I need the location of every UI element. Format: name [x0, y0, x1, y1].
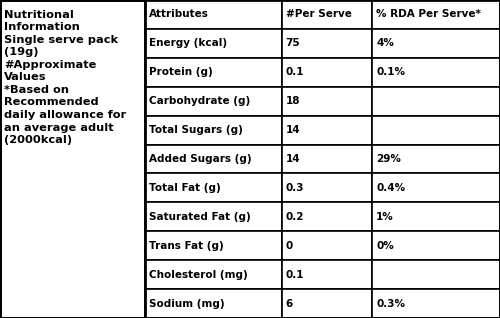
Bar — [145, 58, 282, 87]
Text: 0.1: 0.1 — [286, 67, 304, 77]
Text: 18: 18 — [286, 96, 300, 106]
Text: 0%: 0% — [376, 241, 394, 251]
Bar — [372, 173, 500, 202]
Text: Nutritional
Information
Single serve pack
(19g)
#Approximate
Values
*Based on
Re: Nutritional Information Single serve pac… — [4, 10, 126, 145]
Text: #Per Serve: #Per Serve — [286, 10, 352, 19]
Bar — [282, 202, 372, 231]
Text: 0.2: 0.2 — [286, 212, 304, 222]
Bar — [372, 260, 500, 289]
Bar — [282, 116, 372, 145]
Text: 0.1: 0.1 — [286, 270, 304, 280]
Bar — [145, 145, 282, 173]
Text: Energy (kcal): Energy (kcal) — [149, 38, 227, 48]
Text: 29%: 29% — [376, 154, 401, 164]
Bar — [282, 58, 372, 87]
Bar — [372, 87, 500, 116]
Text: 0: 0 — [286, 241, 293, 251]
Bar — [282, 145, 372, 173]
Bar — [282, 231, 372, 260]
Bar — [282, 29, 372, 58]
Bar — [145, 202, 282, 231]
Bar — [282, 289, 372, 318]
Text: 14: 14 — [286, 125, 300, 135]
Text: Total Fat (g): Total Fat (g) — [149, 183, 221, 193]
Text: 4%: 4% — [376, 38, 394, 48]
Bar — [372, 231, 500, 260]
Bar — [145, 173, 282, 202]
Bar — [372, 29, 500, 58]
Text: Cholesterol (mg): Cholesterol (mg) — [149, 270, 248, 280]
Bar — [145, 87, 282, 116]
Text: 0.3: 0.3 — [286, 183, 304, 193]
Bar — [145, 260, 282, 289]
Text: Carbohydrate (g): Carbohydrate (g) — [149, 96, 250, 106]
Text: Protein (g): Protein (g) — [149, 67, 213, 77]
Text: Saturated Fat (g): Saturated Fat (g) — [149, 212, 251, 222]
Bar — [282, 173, 372, 202]
Bar — [145, 116, 282, 145]
Bar — [282, 0, 372, 29]
Text: Added Sugars (g): Added Sugars (g) — [149, 154, 252, 164]
Bar — [372, 58, 500, 87]
Text: 14: 14 — [286, 154, 300, 164]
Bar — [145, 231, 282, 260]
Text: 1%: 1% — [376, 212, 394, 222]
Text: Sodium (mg): Sodium (mg) — [149, 299, 224, 308]
Text: % RDA Per Serve*: % RDA Per Serve* — [376, 10, 481, 19]
Bar — [145, 0, 282, 29]
Text: 0.4%: 0.4% — [376, 183, 406, 193]
Bar — [372, 202, 500, 231]
Bar — [372, 116, 500, 145]
Text: Attributes: Attributes — [149, 10, 209, 19]
Text: Trans Fat (g): Trans Fat (g) — [149, 241, 224, 251]
Bar — [372, 289, 500, 318]
Bar — [145, 29, 282, 58]
Text: 0.3%: 0.3% — [376, 299, 405, 308]
Bar — [282, 260, 372, 289]
Text: 75: 75 — [286, 38, 300, 48]
Bar — [372, 145, 500, 173]
Text: Total Sugars (g): Total Sugars (g) — [149, 125, 243, 135]
Bar — [282, 87, 372, 116]
Bar — [145, 289, 282, 318]
Text: 0.1%: 0.1% — [376, 67, 405, 77]
Text: 6: 6 — [286, 299, 293, 308]
Bar — [372, 0, 500, 29]
